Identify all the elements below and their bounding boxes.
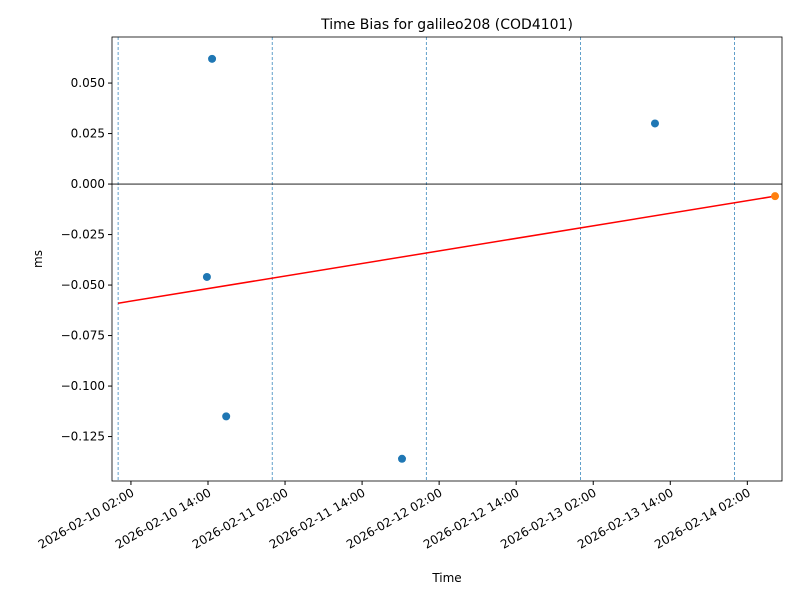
chart-title: Time Bias for galileo208 (COD4101)	[320, 17, 573, 33]
fit-line	[117, 195, 776, 304]
data-point	[202, 272, 211, 281]
data-point	[398, 454, 407, 463]
y-tick-label: −0.050	[61, 278, 105, 292]
y-tick-label: −0.025	[61, 228, 105, 242]
plot-frame	[111, 36, 783, 482]
y-axis-label: ms	[31, 250, 45, 268]
y-tick-label: −0.125	[61, 430, 105, 444]
y-tick-label: 0.000	[71, 177, 105, 191]
data-point	[650, 119, 659, 128]
x-axis-label: Time	[431, 571, 461, 585]
data-point	[208, 54, 217, 63]
data-point	[771, 192, 780, 201]
y-tick-label: 0.025	[71, 127, 105, 141]
y-tick-label: 0.050	[71, 76, 105, 90]
y-tick-label: −0.075	[61, 329, 105, 343]
y-tick-label: −0.100	[61, 379, 105, 393]
data-point	[222, 412, 231, 421]
